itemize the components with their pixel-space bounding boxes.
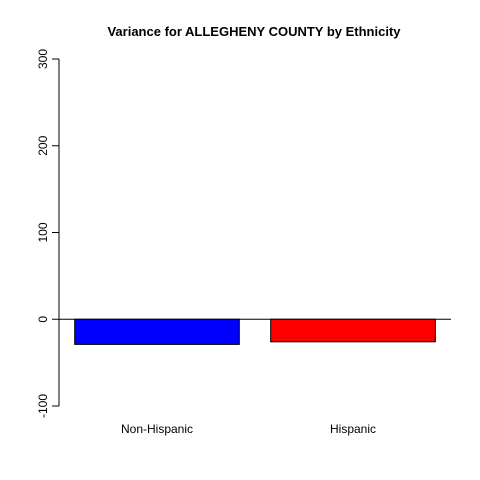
y-axis: -100 0 100 200 300 bbox=[36, 49, 60, 418]
category-label: Hispanic bbox=[330, 422, 376, 436]
category-label: Non-Hispanic bbox=[121, 422, 193, 436]
y-tick-label: -100 bbox=[36, 394, 50, 418]
bars bbox=[74, 318, 436, 345]
bar-non-hispanic bbox=[74, 318, 240, 345]
y-tick-label: 300 bbox=[36, 49, 50, 69]
chart-title: Variance for ALLEGHENY COUNTY by Ethnici… bbox=[107, 24, 401, 39]
bar-hispanic bbox=[270, 318, 436, 343]
y-tick-label: 0 bbox=[36, 316, 50, 323]
y-tick-label: 100 bbox=[36, 222, 50, 242]
category-labels: Non-Hispanic Hispanic bbox=[121, 422, 376, 436]
y-tick-label: 200 bbox=[36, 135, 50, 155]
